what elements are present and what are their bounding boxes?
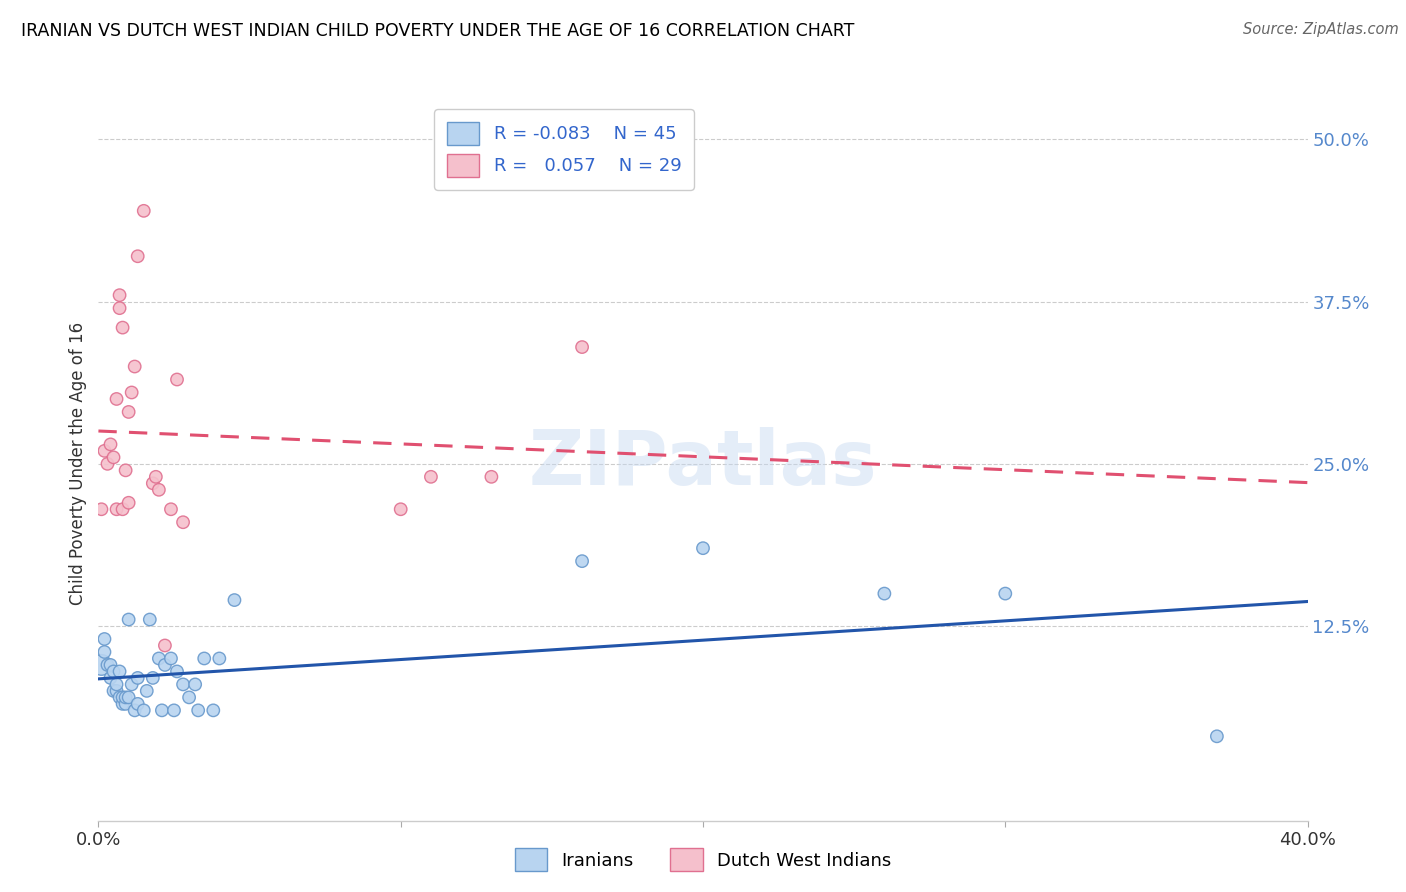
Point [172,677,194,691]
Point [96,657,118,672]
Point [124,703,146,717]
Point [108,665,131,679]
Point [100,671,122,685]
Point [105,502,128,516]
Point [93,645,115,659]
Point [142,476,165,491]
Point [103,450,125,465]
Point [121,385,143,400]
Point [90,502,112,516]
Point [93,632,115,646]
Point [127,697,149,711]
Legend: R = -0.083    N = 45, R =   0.057    N = 29: R = -0.083 N = 45, R = 0.057 N = 29 [434,109,695,190]
Point [114,690,136,705]
Point [118,496,141,510]
Point [160,502,183,516]
Y-axis label: Child Poverty Under the Age of 16: Child Poverty Under the Age of 16 [69,322,87,606]
Point [105,684,128,698]
Point [111,697,134,711]
Point [93,443,115,458]
Point [103,665,125,679]
Point [121,677,143,691]
Point [153,639,176,653]
Point [193,651,215,665]
Point [571,554,593,568]
Point [90,657,112,672]
Point [208,651,231,665]
Point [145,470,167,484]
Point [873,586,896,600]
Text: Source: ZipAtlas.com: Source: ZipAtlas.com [1243,22,1399,37]
Point [105,677,128,691]
Point [1206,729,1229,743]
Legend: Iranians, Dutch West Indians: Iranians, Dutch West Indians [508,841,898,879]
Point [111,320,134,334]
Point [132,203,155,218]
Point [187,703,209,717]
Point [692,541,714,556]
Text: ZIPatlas: ZIPatlas [529,427,877,500]
Point [224,593,246,607]
Point [105,392,128,406]
Point [166,665,188,679]
Point [150,703,173,717]
Text: IRANIAN VS DUTCH WEST INDIAN CHILD POVERTY UNDER THE AGE OF 16 CORRELATION CHART: IRANIAN VS DUTCH WEST INDIAN CHILD POVER… [21,22,855,40]
Point [114,697,136,711]
Point [108,288,131,302]
Point [148,483,170,497]
Point [108,690,131,705]
Point [100,657,122,672]
Point [124,359,146,374]
Point [127,671,149,685]
Point [135,684,157,698]
Point [132,703,155,717]
Point [179,690,201,705]
Point [153,657,176,672]
Point [184,677,207,691]
Point [166,372,188,386]
Point [420,470,443,484]
Point [163,703,186,717]
Point [111,690,134,705]
Point [571,340,593,354]
Point [96,457,118,471]
Point [994,586,1017,600]
Point [118,690,141,705]
Point [108,301,131,315]
Point [389,502,412,516]
Point [142,671,165,685]
Point [100,437,122,451]
Point [139,613,162,627]
Point [111,502,134,516]
Point [103,684,125,698]
Point [172,515,194,529]
Point [127,249,149,263]
Point [118,405,141,419]
Point [118,613,141,627]
Point [202,703,225,717]
Point [148,651,170,665]
Point [481,470,503,484]
Point [114,463,136,477]
Point [160,651,183,665]
